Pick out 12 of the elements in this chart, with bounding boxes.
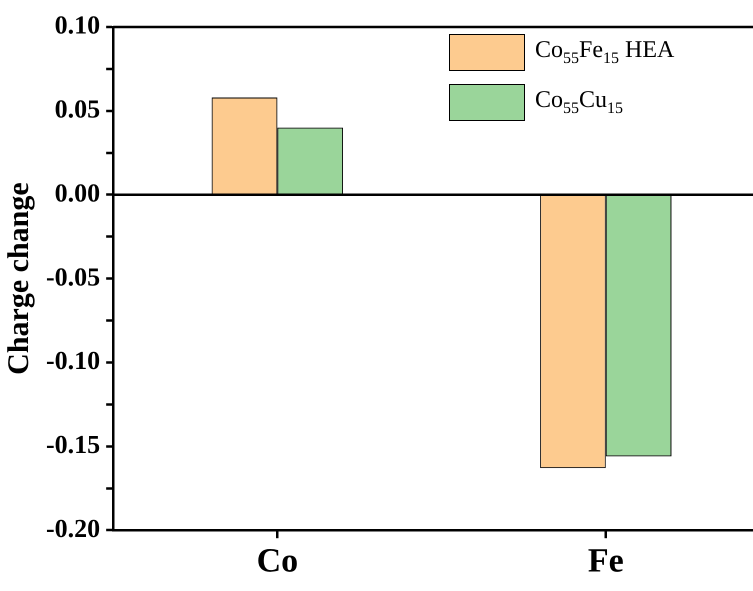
y-tick-label: -0.20 xyxy=(46,514,100,543)
y-tick-label: -0.15 xyxy=(46,430,100,460)
x-tick-label: Co xyxy=(256,542,298,580)
y-axis-title: Charge change xyxy=(2,182,35,375)
x-tick-label: Fe xyxy=(588,542,624,580)
legend-label: Co$_{55}$Fe$_{15}$ HEA xyxy=(535,36,674,68)
y-tick-label: 0.10 xyxy=(54,10,100,40)
y-tick-label: -0.05 xyxy=(46,262,100,292)
y-tick-label: 0.00 xyxy=(54,178,100,208)
legend-label: Co$_{55}$Cu$_{15}$ xyxy=(535,86,624,118)
y-tick-label: -0.10 xyxy=(46,346,100,376)
y-tick-label: 0.05 xyxy=(54,94,100,124)
